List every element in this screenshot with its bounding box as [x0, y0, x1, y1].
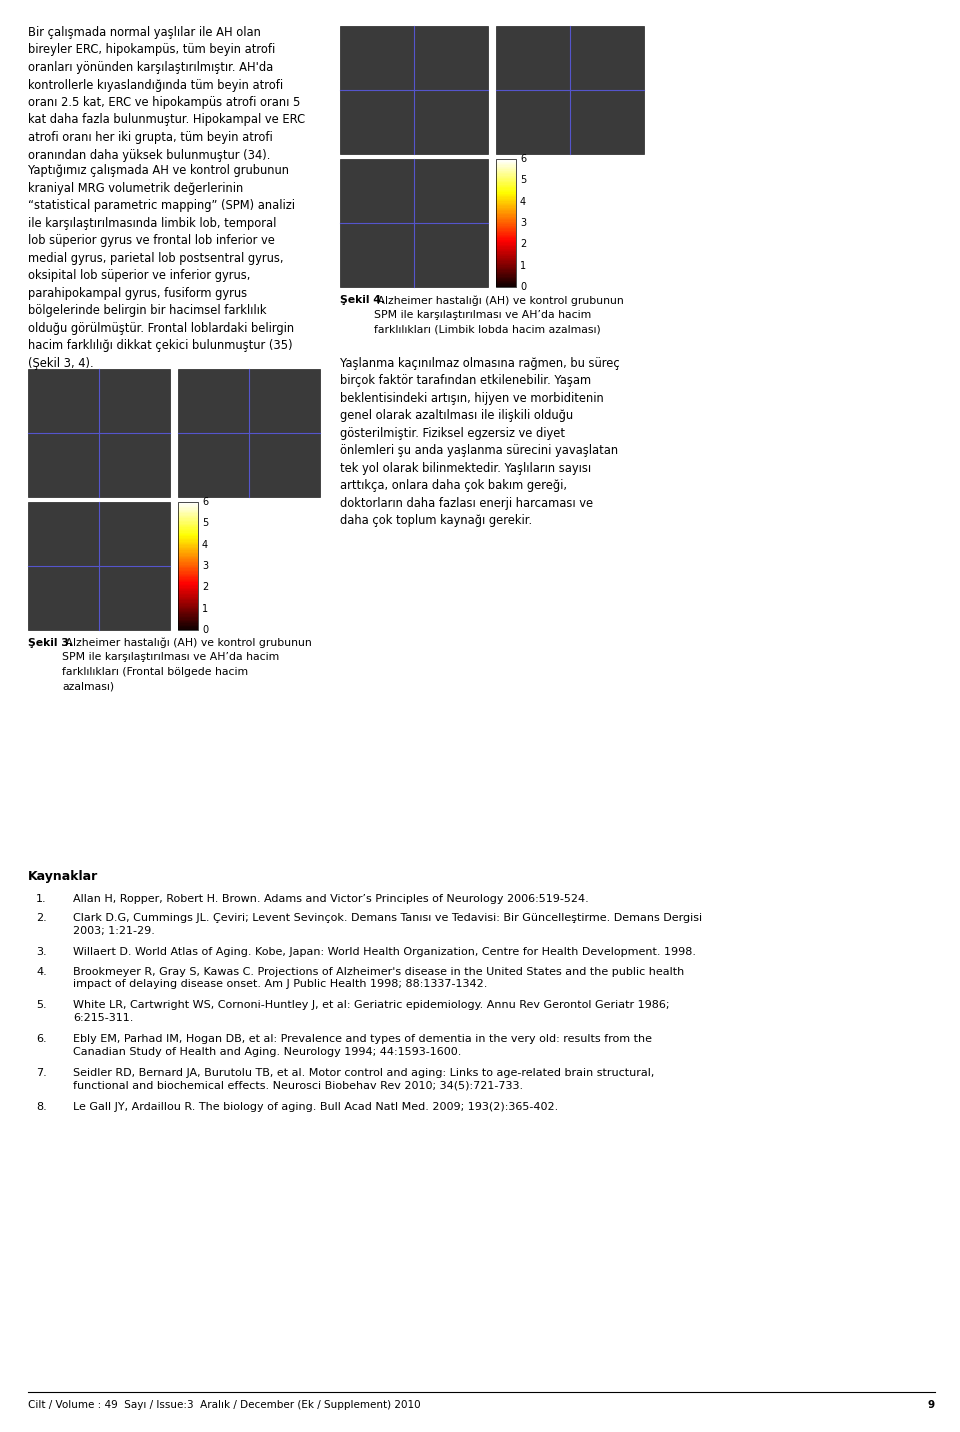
Text: Bir çalışmada normal yaşlılar ile AH olan
bireyler ERC, hipokampüs, tüm beyin at: Bir çalışmada normal yaşlılar ile AH ola…	[28, 26, 305, 162]
Text: Ebly EM, Parhad IM, Hogan DB, et al: Prevalence and types of dementia in the ver: Ebly EM, Parhad IM, Hogan DB, et al: Pre…	[73, 1034, 652, 1057]
Text: 4: 4	[202, 540, 208, 550]
Text: 7.: 7.	[36, 1068, 47, 1078]
Bar	[28, 369, 170, 497]
Text: 2: 2	[520, 239, 526, 249]
Text: Clark D.G, Cummings JL. Çeviri; Levent Sevinçok. Demans Tanısı ve Tedavisi: Bir : Clark D.G, Cummings JL. Çeviri; Levent S…	[73, 914, 702, 937]
Text: azalması): azalması)	[62, 682, 114, 692]
Text: 4.: 4.	[36, 967, 47, 977]
Text: 5.: 5.	[36, 1001, 47, 1011]
Bar	[496, 159, 516, 286]
Text: SPM ile karşılaştırılması ve AH’da hacim: SPM ile karşılaştırılması ve AH’da hacim	[62, 653, 279, 663]
Text: 3: 3	[202, 561, 208, 571]
Text: 4: 4	[520, 196, 526, 206]
Text: 8.: 8.	[36, 1101, 47, 1111]
Text: Brookmeyer R, Gray S, Kawas C. Projections of Alzheimer's disease in the United : Brookmeyer R, Gray S, Kawas C. Projectio…	[73, 967, 684, 990]
Text: Alzheimer hastalığı (AH) ve kontrol grubunun: Alzheimer hastalığı (AH) ve kontrol grub…	[374, 295, 624, 305]
Text: Cilt / Volume : 49  Sayı / Issue:3  Aralık / December (Ek / Supplement) 2010: Cilt / Volume : 49 Sayı / Issue:3 Aralık…	[28, 1400, 420, 1411]
Text: 0: 0	[202, 624, 208, 634]
Text: Kaynaklar: Kaynaklar	[28, 871, 98, 884]
Text: Willaert D. World Atlas of Aging. Kobe, Japan: World Health Organization, Centre: Willaert D. World Atlas of Aging. Kobe, …	[73, 947, 696, 957]
Bar	[178, 501, 198, 630]
Text: 2: 2	[202, 583, 208, 593]
Text: 1.: 1.	[36, 894, 47, 904]
Text: SPM ile karşılaştırılması ve AH’da hacim: SPM ile karşılaştırılması ve AH’da hacim	[374, 309, 591, 319]
Text: Şekil 4.: Şekil 4.	[340, 295, 385, 305]
Text: 2.: 2.	[36, 914, 47, 924]
Text: Yaşlanma kaçınılmaz olmasına rağmen, bu süreç
birçok faktör tarafından etkileneb: Yaşlanma kaçınılmaz olmasına rağmen, bu …	[340, 357, 620, 527]
Text: White LR, Cartwright WS, Cornoni-Huntley J, et al: Geriatric epidemiology. Annu : White LR, Cartwright WS, Cornoni-Huntley…	[73, 1001, 669, 1024]
Text: 1: 1	[520, 261, 526, 271]
Text: farklılıkları (Frontal bölgede hacim: farklılıkları (Frontal bölgede hacim	[62, 667, 249, 677]
Text: 5: 5	[202, 518, 208, 528]
Text: 3.: 3.	[36, 947, 47, 957]
Text: farklılıkları (Limbik lobda hacim azalması): farklılıkları (Limbik lobda hacim azalma…	[374, 324, 601, 334]
Text: Alzheimer hastalığı (AH) ve kontrol grubunun: Alzheimer hastalığı (AH) ve kontrol grub…	[62, 637, 312, 649]
Text: 6: 6	[520, 155, 526, 165]
Bar	[178, 369, 320, 497]
Bar	[340, 26, 488, 155]
Text: Yaptığımız çalışmada AH ve kontrol grubunun
kraniyal MRG volumetrik değerlerinin: Yaptığımız çalışmada AH ve kontrol grubu…	[28, 165, 295, 369]
Text: Seidler RD, Bernard JA, Burutolu TB, et al. Motor control and aging: Links to ag: Seidler RD, Bernard JA, Burutolu TB, et …	[73, 1068, 655, 1091]
Bar	[340, 159, 488, 286]
Text: 6: 6	[202, 497, 208, 507]
Text: 1: 1	[202, 603, 208, 613]
Text: 6.: 6.	[36, 1034, 47, 1044]
Bar	[28, 501, 170, 630]
Text: 0: 0	[520, 282, 526, 292]
Bar	[496, 26, 644, 155]
Text: Şekil 3.: Şekil 3.	[28, 637, 73, 647]
Text: 9: 9	[928, 1400, 935, 1411]
Text: 3: 3	[520, 218, 526, 228]
Text: Le Gall JY, Ardaillou R. The biology of aging. Bull Acad Natl Med. 2009; 193(2):: Le Gall JY, Ardaillou R. The biology of …	[73, 1101, 559, 1111]
Text: 5: 5	[520, 175, 526, 185]
Text: Allan H, Ropper, Robert H. Brown. Adams and Victor’s Principles of Neurology 200: Allan H, Ropper, Robert H. Brown. Adams …	[73, 894, 588, 904]
